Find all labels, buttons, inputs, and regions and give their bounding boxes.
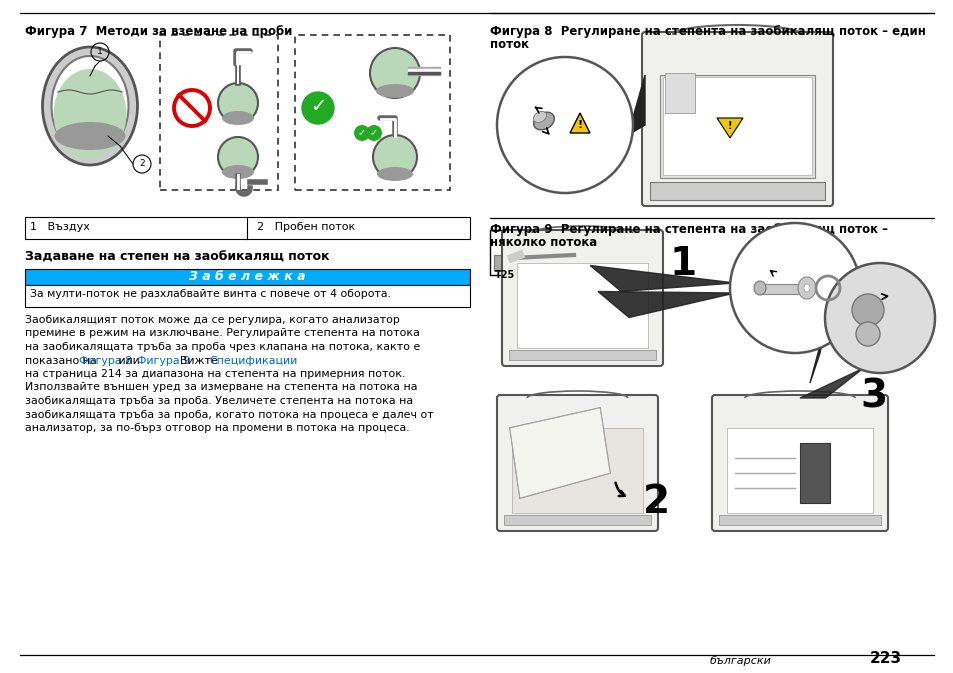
Text: на страница 214 за диапазона на степента на примерния поток.: на страница 214 за диапазона на степента… — [25, 369, 405, 379]
Ellipse shape — [43, 47, 137, 165]
Text: заобикалящата тръба за проба. Увеличете степента на потока на: заобикалящата тръба за проба. Увеличете … — [25, 396, 413, 406]
Text: Фигура 9  Регулиране на степента на заобикалящ поток –: Фигура 9 Регулиране на степента на заоби… — [490, 223, 887, 236]
Text: или: или — [115, 355, 143, 365]
FancyBboxPatch shape — [711, 395, 887, 531]
Circle shape — [855, 322, 879, 346]
Text: показано на: показано на — [25, 355, 100, 365]
Circle shape — [373, 135, 416, 179]
Text: Фигура 7  Методи за вземане на проби: Фигура 7 Методи за вземане на проби — [25, 25, 292, 38]
Circle shape — [497, 57, 633, 193]
Bar — [494, 255, 510, 271]
Circle shape — [366, 125, 381, 141]
Ellipse shape — [375, 84, 414, 98]
FancyBboxPatch shape — [294, 35, 450, 190]
Text: Заобикалящият поток може да се регулира, когато анализатор: Заобикалящият поток може да се регулира,… — [25, 315, 399, 325]
Ellipse shape — [222, 165, 253, 179]
Polygon shape — [800, 358, 884, 398]
Circle shape — [302, 92, 334, 124]
Ellipse shape — [222, 111, 253, 125]
Text: 223: 223 — [869, 651, 902, 666]
Circle shape — [218, 83, 257, 123]
Text: З а б е л е ж к а: З а б е л е ж к а — [189, 271, 305, 283]
Circle shape — [851, 294, 883, 326]
Polygon shape — [510, 408, 609, 498]
Text: поток: поток — [490, 38, 529, 51]
Text: 2   Пробен поток: 2 Пробен поток — [256, 222, 355, 232]
FancyBboxPatch shape — [497, 395, 658, 531]
Text: български: български — [709, 656, 771, 666]
Text: на заобикалящата тръба за проба чрез клапана на потока, както е: на заобикалящата тръба за проба чрез кла… — [25, 342, 420, 352]
Circle shape — [824, 263, 934, 373]
Circle shape — [354, 125, 370, 141]
Ellipse shape — [753, 281, 765, 295]
Text: . Вижте: . Вижте — [173, 355, 222, 365]
Bar — [726, 428, 872, 513]
Ellipse shape — [533, 112, 546, 122]
Bar — [659, 75, 814, 178]
Bar — [517, 263, 647, 348]
Text: ✓: ✓ — [310, 98, 326, 116]
Ellipse shape — [376, 167, 413, 181]
Text: Задаване на степен на заобикалящ поток: Задаване на степен на заобикалящ поток — [25, 251, 329, 264]
Polygon shape — [590, 266, 734, 291]
Bar — [664, 73, 695, 113]
Bar — [490, 230, 579, 275]
Text: Използвайте външен уред за измерване на степента на потока на: Използвайте външен уред за измерване на … — [25, 382, 417, 392]
Polygon shape — [627, 75, 644, 135]
FancyBboxPatch shape — [501, 230, 662, 366]
Text: премине в режим на изключване. Регулирайте степента на потока: премине в режим на изключване. Регулирай… — [25, 328, 419, 339]
Text: За мулти-поток не разхлабвайте винта с повече от 4 оборота.: За мулти-поток не разхлабвайте винта с п… — [30, 289, 391, 299]
Polygon shape — [569, 113, 589, 133]
Text: анализатор, за по-бърз отговор на промени в потока на процеса.: анализатор, за по-бърз отговор на промен… — [25, 423, 409, 433]
Text: Спецификации: Спецификации — [210, 355, 297, 365]
Bar — [25, 269, 470, 285]
Text: няколко потока: няколко потока — [490, 236, 597, 249]
Bar — [512, 428, 642, 513]
Text: 3x: 3x — [773, 323, 792, 337]
Circle shape — [729, 223, 859, 353]
Ellipse shape — [803, 284, 809, 292]
Bar — [509, 350, 656, 360]
Ellipse shape — [53, 69, 127, 159]
Bar — [662, 77, 811, 175]
Ellipse shape — [51, 56, 129, 156]
FancyBboxPatch shape — [641, 32, 832, 206]
Bar — [25, 217, 470, 239]
Text: !: ! — [577, 120, 582, 130]
Text: T25: T25 — [495, 270, 515, 280]
Bar — [649, 182, 824, 200]
Text: ✓: ✓ — [357, 128, 366, 138]
FancyBboxPatch shape — [160, 35, 277, 190]
Polygon shape — [717, 118, 742, 138]
Bar — [800, 443, 829, 503]
Polygon shape — [598, 291, 734, 318]
Bar — [719, 515, 880, 525]
Circle shape — [370, 48, 419, 98]
Circle shape — [218, 137, 257, 177]
Ellipse shape — [54, 122, 126, 150]
Bar — [503, 515, 650, 525]
Text: 1: 1 — [97, 48, 103, 57]
Text: 1: 1 — [669, 245, 697, 283]
Text: 1   Въздух: 1 Въздух — [30, 222, 90, 232]
Text: Фигура 8  Регулиране на степента на заобикалящ поток – един: Фигура 8 Регулиране на степента на заоби… — [490, 25, 925, 38]
Bar — [25, 285, 470, 307]
Text: Фигура 9: Фигура 9 — [137, 355, 191, 365]
Text: ✓: ✓ — [370, 128, 377, 138]
Polygon shape — [809, 308, 829, 383]
Text: !: ! — [727, 121, 732, 131]
Ellipse shape — [797, 277, 815, 299]
Polygon shape — [510, 408, 609, 498]
Text: 3: 3 — [859, 378, 886, 416]
Text: 2: 2 — [642, 483, 669, 521]
Bar — [760, 284, 800, 294]
Ellipse shape — [533, 112, 554, 130]
Text: Фигура 8: Фигура 8 — [79, 355, 132, 365]
Text: заобикалящата тръба за проба, когато потока на процеса е далеч от: заобикалящата тръба за проба, когато пот… — [25, 409, 434, 419]
Text: 2: 2 — [139, 160, 145, 168]
